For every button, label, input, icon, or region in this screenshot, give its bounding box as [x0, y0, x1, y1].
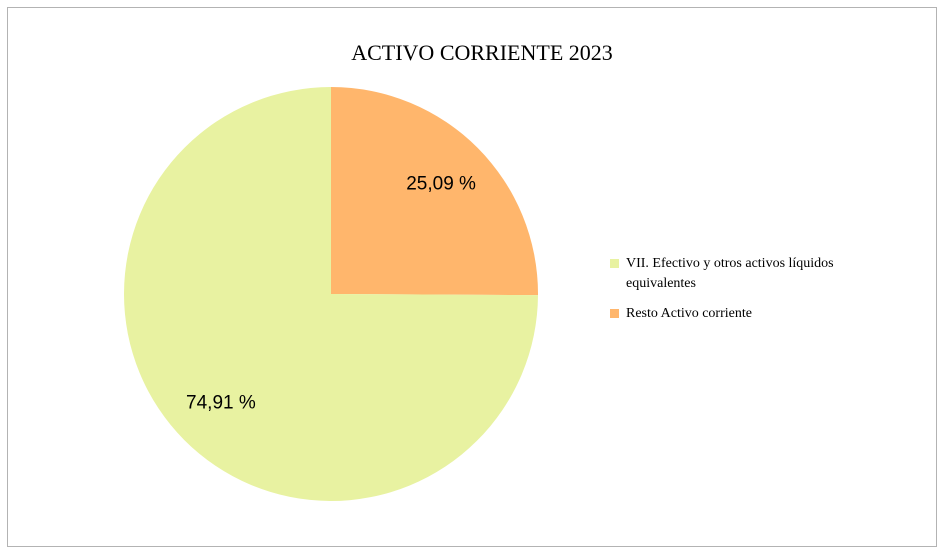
- legend-swatch: [610, 259, 619, 268]
- pie-slice: [123, 87, 538, 501]
- pie-slice: [331, 87, 538, 296]
- legend-swatch: [610, 309, 619, 318]
- legend-label: Resto Activo corriente: [626, 306, 752, 321]
- legend-entry: VII. Efectivo y otros activos líquidos e…: [608, 254, 878, 294]
- chart-title: ACTIVO CORRIENTE 2023: [351, 40, 613, 65]
- data-label: 25,09 %: [406, 174, 476, 195]
- data-label: 74,91 %: [186, 392, 256, 413]
- legend-label: VII. Efectivo y otros activos líquidos e…: [626, 256, 834, 291]
- legend-entry: Resto Activo corriente: [608, 304, 878, 324]
- legend: VII. Efectivo y otros activos líquidos e…: [608, 254, 878, 334]
